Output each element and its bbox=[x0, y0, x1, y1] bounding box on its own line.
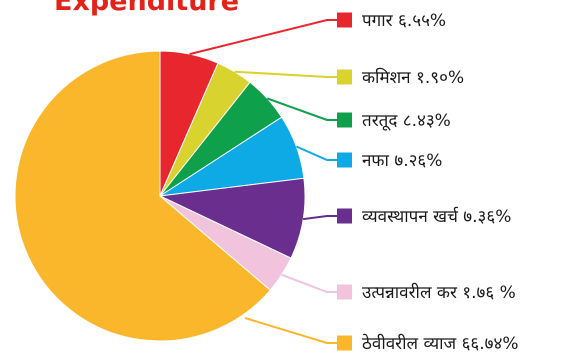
legend-swatch bbox=[337, 208, 352, 224]
legend-label: नफा ७.२६% bbox=[362, 151, 442, 171]
legend-label: उत्पन्नावरील कर १.७६ % bbox=[362, 282, 516, 303]
legend-label: ठेवीवरील व्याज ६६.७४% bbox=[362, 333, 518, 354]
leader-line bbox=[302, 215, 337, 221]
legend-label: तरतूद ८.४३% bbox=[362, 111, 451, 131]
leader-line bbox=[266, 97, 337, 121]
leader-line bbox=[295, 145, 337, 161]
legend-swatch bbox=[337, 112, 352, 128]
legend-label: व्यवस्थापन खर्च ७.३६% bbox=[362, 206, 511, 227]
legend-swatch bbox=[337, 69, 352, 85]
legend-swatch bbox=[337, 152, 352, 168]
leader-line bbox=[281, 273, 337, 293]
leader-line bbox=[189, 19, 337, 56]
legend-swatch bbox=[337, 284, 352, 300]
legend: पगार ६.५५% कमिशन १.९०% तरतूद ८.४३% नफा ७.२६… bbox=[337, 11, 518, 354]
pie-slice bbox=[14, 50, 271, 342]
legend-swatch bbox=[337, 12, 352, 28]
legend-label: कमिशन १.९०% bbox=[362, 67, 464, 88]
legend-swatch bbox=[337, 335, 352, 351]
leader-line bbox=[234, 70, 337, 78]
chart-title: Expenditure bbox=[54, 0, 240, 17]
leader-line bbox=[244, 317, 337, 344]
legend-label: पगार ६.५५% bbox=[362, 11, 446, 31]
leader-lines bbox=[189, 19, 337, 344]
pie-slices bbox=[14, 50, 306, 342]
pie-slice bbox=[158, 177, 306, 259]
